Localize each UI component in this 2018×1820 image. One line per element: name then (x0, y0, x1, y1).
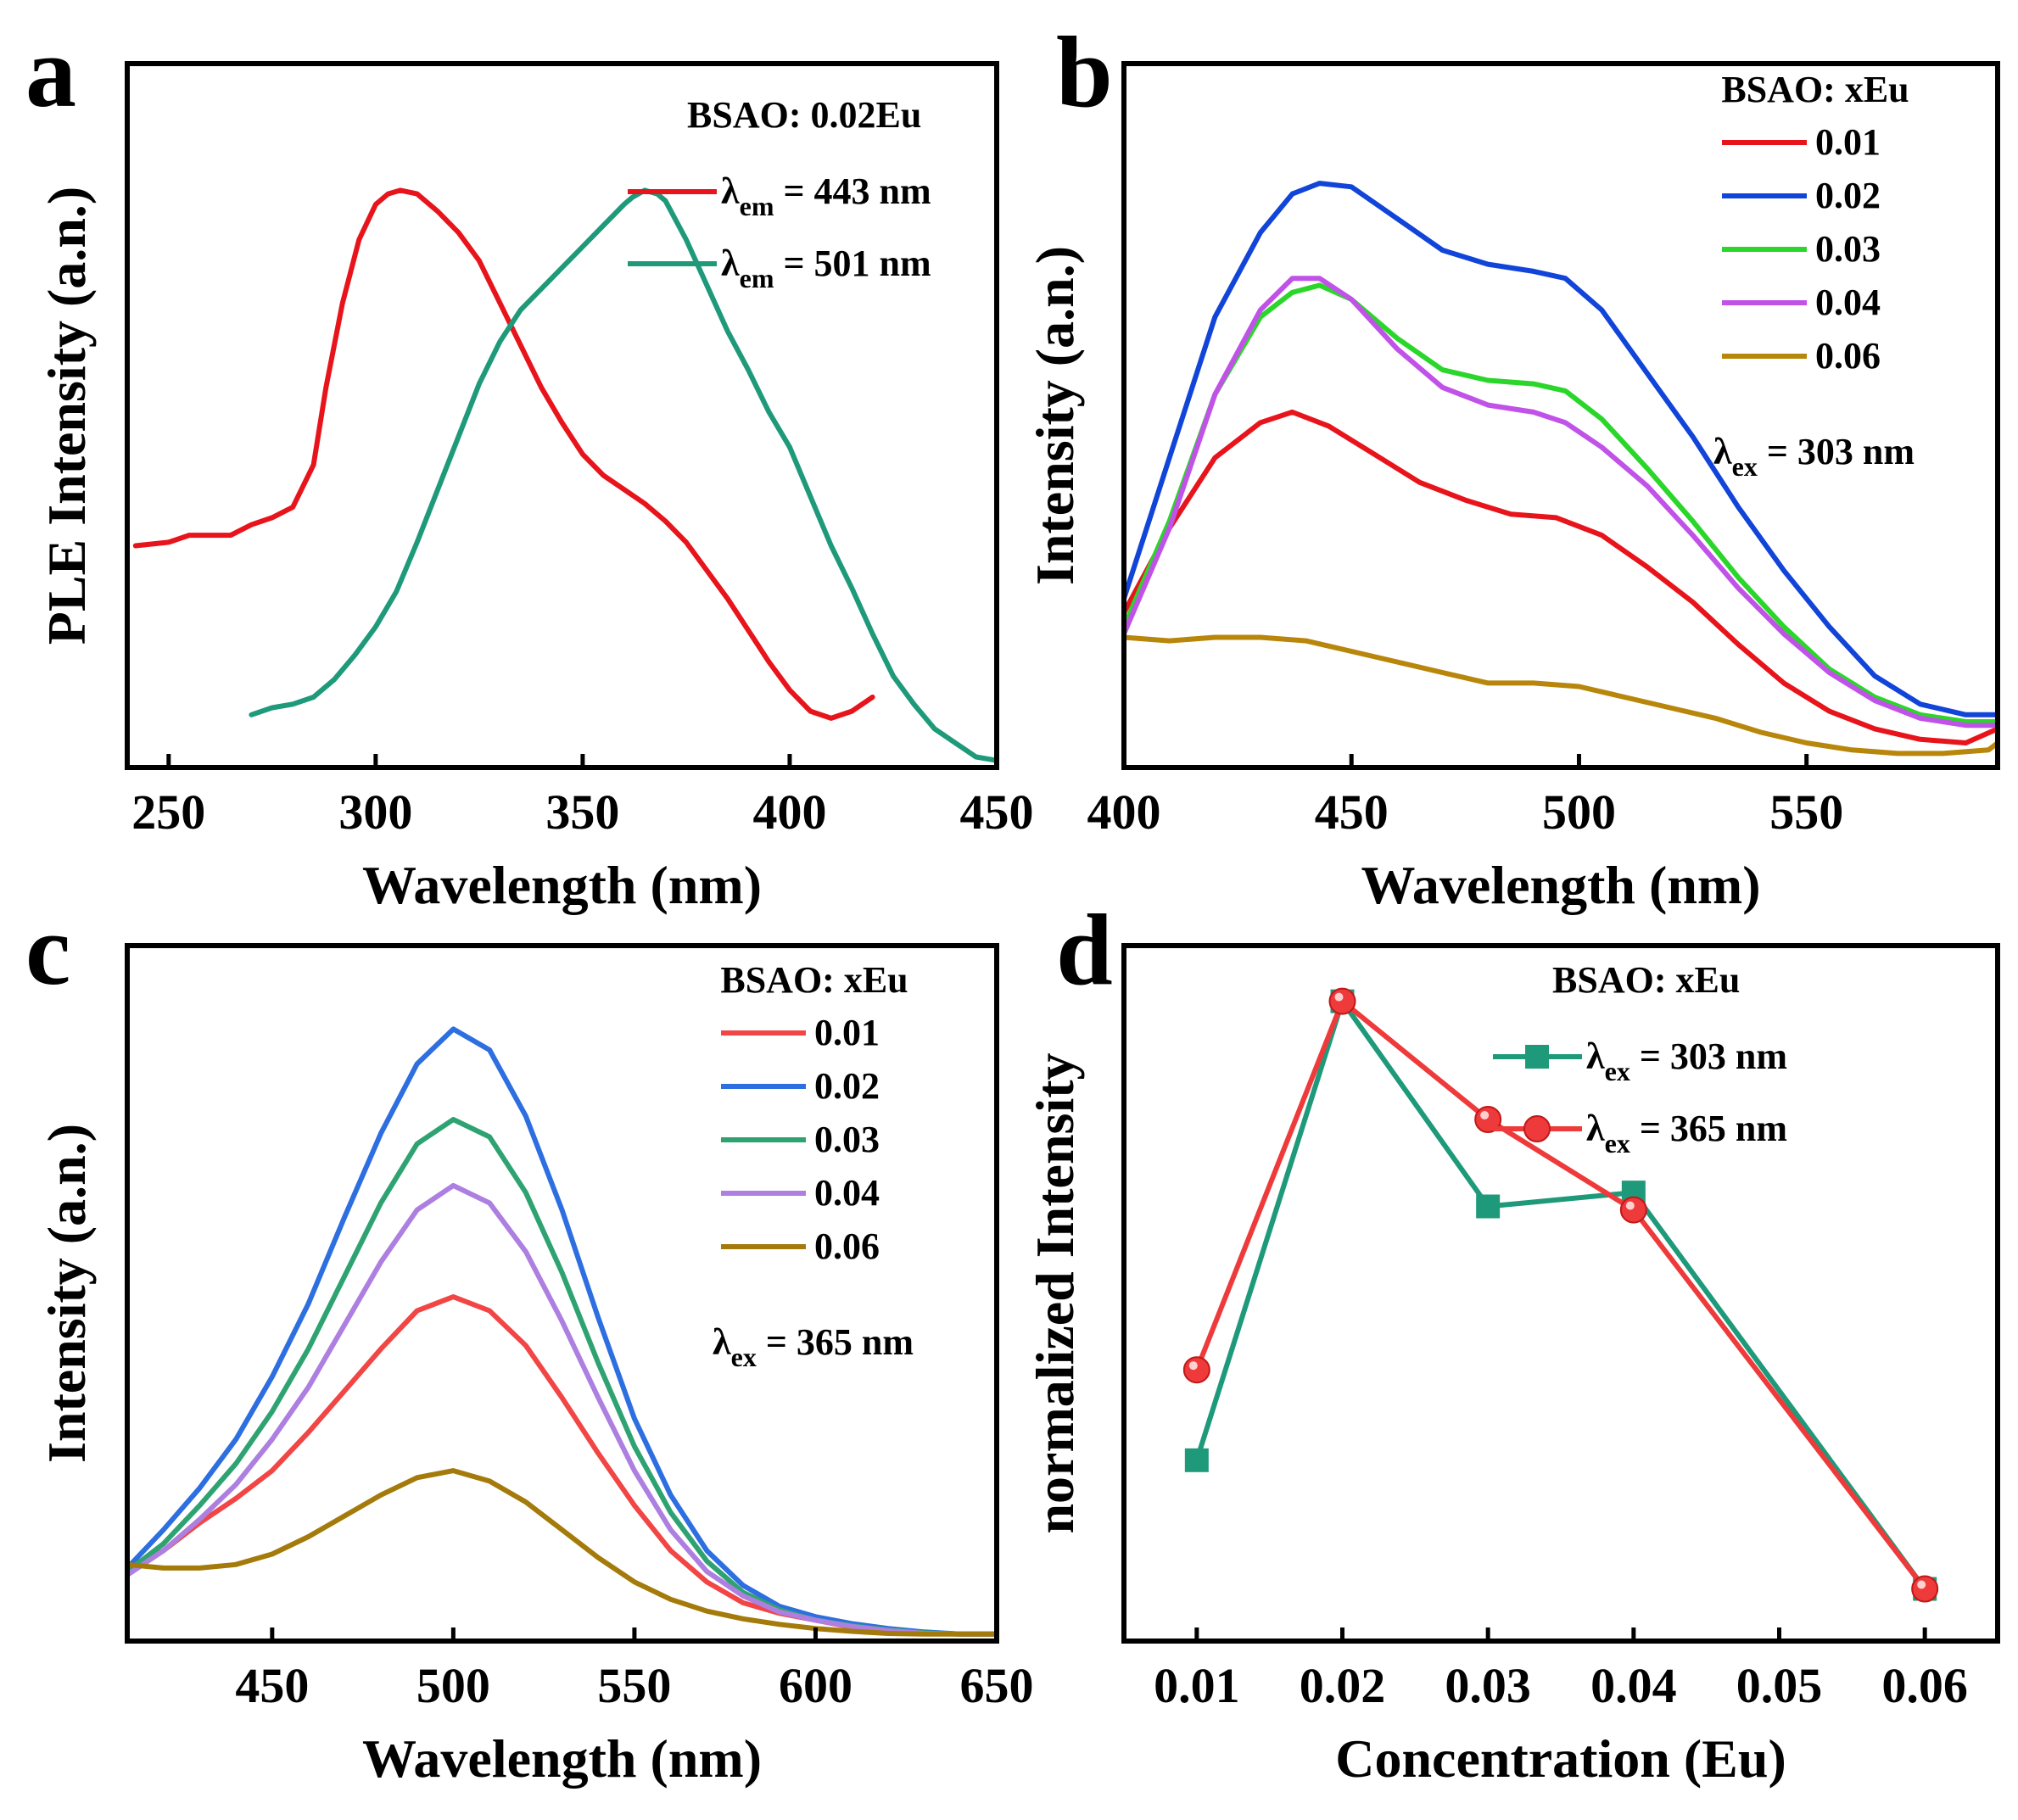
legend-label: λem = 443 nm (721, 170, 931, 221)
x-tick-label: 550 (597, 1658, 671, 1713)
legend-label: λex = 303 nm (1586, 1036, 1787, 1086)
legend-label: 0.06 (1815, 335, 1881, 377)
x-axis-label: Concentration (Eu) (1335, 1728, 1786, 1789)
x-tick-label: 600 (779, 1658, 852, 1713)
y-axis-label: Intensity (a.n.) (36, 1124, 97, 1463)
legend: BSAO: xEu 0.01 0.02 0.03 0.04 0.06 λex = 365 n… (713, 959, 914, 1372)
legend-label: 0.04 (814, 1172, 880, 1214)
y-axis-label: PLE Intensity (a.n.) (36, 187, 97, 645)
panel-letter: c (25, 893, 70, 1006)
series-line-λem = 501 nm (249, 187, 999, 763)
series-line-0.02 (1121, 181, 2000, 717)
data-point-marker (1476, 1194, 1501, 1219)
panel-letter: b (1056, 15, 1113, 128)
legend-label: λex = 365 nm (1586, 1108, 1787, 1158)
x-tick-label: 0.01 (1154, 1658, 1240, 1713)
legend: BSAO: xEu λex = 303 nm λex = 365 nm (1493, 959, 1787, 1158)
legend-label: 0.03 (814, 1119, 880, 1160)
panel-a: a 250 300 350 400 450 Wavelength (nm) PLE Inten… (25, 15, 1034, 915)
series-line-λem = 443 nm (132, 187, 875, 721)
x-tick-label: 250 (131, 784, 205, 840)
data-point-marker (1911, 1575, 1939, 1603)
marker-highlight (1917, 1580, 1926, 1589)
legend-label: 0.03 (1815, 228, 1881, 270)
marker-highlight (1480, 1111, 1490, 1119)
series-line-0.04 (1121, 276, 2000, 729)
y-axis-label: normalized Intensity (1025, 1052, 1085, 1533)
panel-d: d 0.01 0.02 0.03 0.04 0.05 0.06 Concentration (… (1025, 893, 2000, 1789)
x-tick-label: 500 (1542, 784, 1616, 840)
legend: BSAO: xEu 0.01 0.02 0.03 0.04 0.06 λex = 303 n… (1713, 69, 1915, 482)
legend-label: 0.06 (814, 1225, 880, 1267)
plot-frame (1121, 61, 2000, 770)
data-point-marker (1328, 987, 1356, 1015)
marker-highlight (1188, 1361, 1198, 1371)
x-tick-label: 0.06 (1881, 1658, 1968, 1713)
legend-label: 0.01 (814, 1012, 880, 1053)
x-tick-label: 0.05 (1736, 1658, 1823, 1713)
legend: BSAO: 0.02Eu λem = 443 nm λem = 501 nm (628, 94, 931, 293)
x-tick-label: 650 (960, 1658, 1034, 1713)
series-line-0.03 (1121, 282, 2000, 724)
data-point-marker (1184, 1448, 1209, 1472)
series-line-0.01 (1121, 409, 2000, 745)
y-axis-label: Intensity (a.n.) (1025, 246, 1085, 585)
x-axis-label: Wavelength (nm) (362, 1728, 762, 1789)
x-tick-label: 400 (752, 784, 826, 840)
x-axis-label: Wavelength (nm) (362, 855, 762, 915)
legend-title: BSAO: xEu (1721, 69, 1909, 110)
x-tick-label: 450 (1315, 784, 1389, 840)
x-tick-label: 350 (545, 784, 619, 840)
x-tick-label: 550 (1769, 784, 1843, 840)
legend-label: 0.02 (814, 1065, 880, 1107)
legend-title: BSAO: 0.02Eu (687, 94, 921, 136)
x-axis-label: Wavelength (nm) (1361, 855, 1760, 915)
panel-letter: a (25, 15, 76, 128)
x-tick-label: 0.02 (1300, 1658, 1386, 1713)
legend-title: BSAO: xEu (1552, 959, 1740, 1001)
x-tick-label: 450 (960, 784, 1034, 840)
x-tick-label: 0.04 (1590, 1658, 1677, 1713)
series-line-0.04 (125, 1182, 999, 1637)
x-tick-label: 450 (235, 1658, 309, 1713)
marker-highlight (1625, 1201, 1635, 1210)
legend-marker (1525, 1045, 1549, 1069)
panel-letter: d (1056, 893, 1113, 1006)
series-line-0.06 (125, 1468, 999, 1637)
plot-frame (125, 61, 999, 770)
series-line-0.06 (1121, 634, 2000, 756)
x-tick-label: 0.03 (1445, 1658, 1531, 1713)
legend-label: 0.04 (1815, 282, 1881, 323)
legend-title: BSAO: xEu (720, 959, 908, 1001)
data-point-marker (1182, 1356, 1210, 1384)
plot-frame (125, 943, 999, 1644)
excitation-note: λex = 365 nm (713, 1321, 914, 1372)
excitation-note: λex = 303 nm (1713, 431, 1915, 482)
series-line-λex = 365 nm (1193, 998, 1928, 1592)
legend-marker (1523, 1115, 1551, 1142)
plot-frame (1121, 943, 2000, 1644)
x-tick-label: 500 (416, 1658, 490, 1713)
panel-c: c 450 500 550 600 650 Wavelength (nm) Intensity… (25, 893, 1034, 1789)
legend-label: λem = 501 nm (721, 243, 931, 293)
legend-label: 0.02 (1815, 175, 1881, 216)
x-tick-label: 300 (338, 784, 412, 840)
legend-label: 0.01 (1815, 121, 1881, 163)
x-tick-label: 400 (1087, 784, 1161, 840)
marker-highlight (1334, 992, 1344, 1002)
data-point-marker (1619, 1196, 1647, 1224)
